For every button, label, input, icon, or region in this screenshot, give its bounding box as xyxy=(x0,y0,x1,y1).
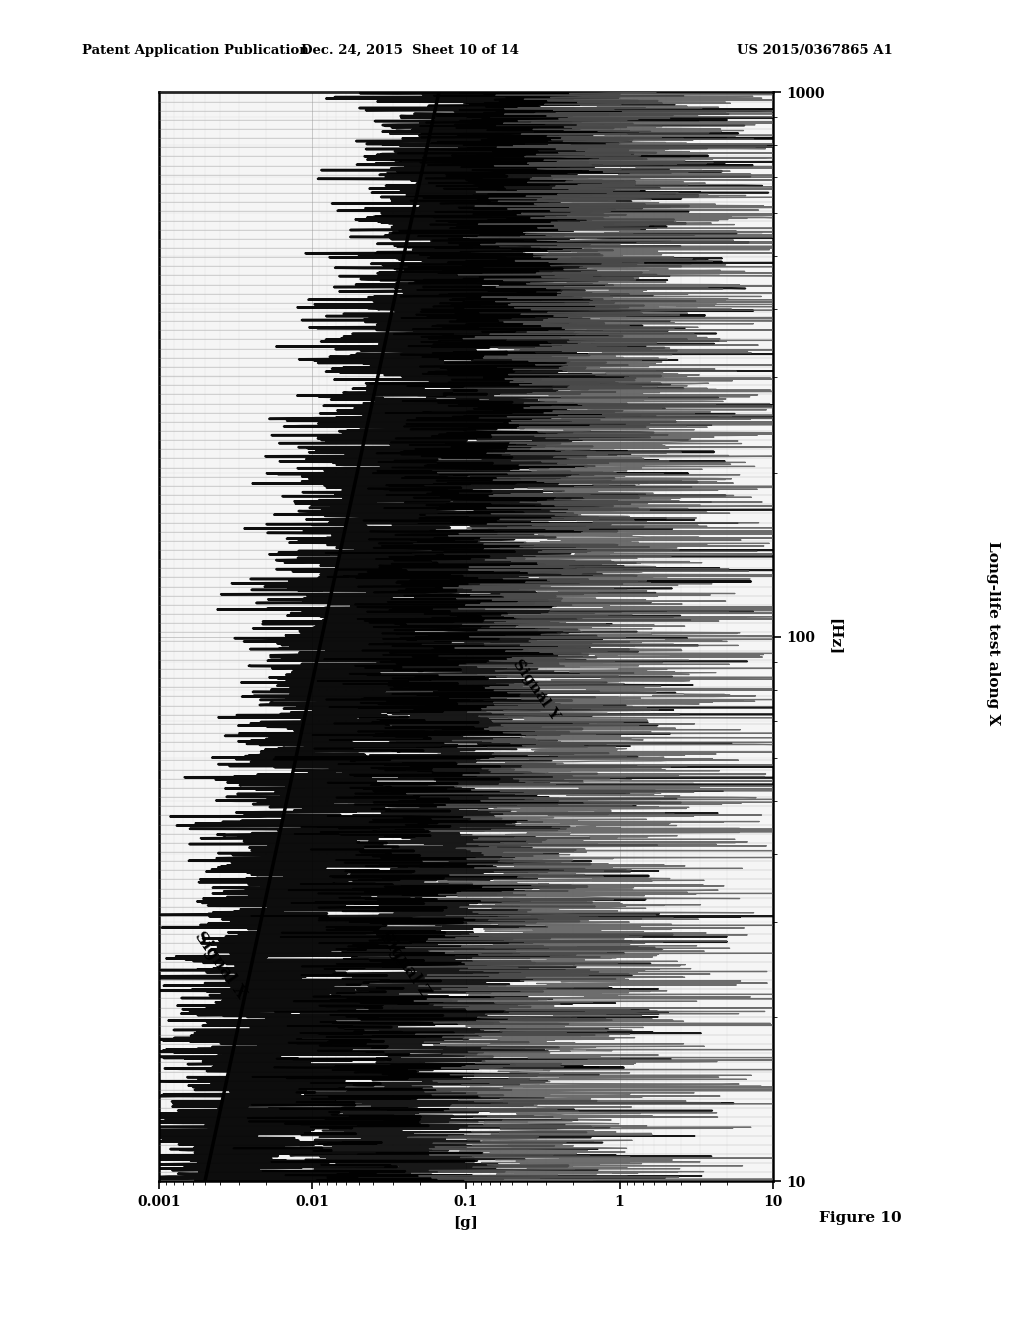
Text: Signal Z: Signal Z xyxy=(376,928,434,1001)
Text: Signal Y: Signal Y xyxy=(510,657,562,722)
Text: Dec. 24, 2015  Sheet 10 of 14: Dec. 24, 2015 Sheet 10 of 14 xyxy=(301,44,518,57)
Text: Figure 10: Figure 10 xyxy=(819,1210,902,1225)
Text: Long-life test along X: Long-life test along X xyxy=(986,541,1000,726)
X-axis label: [g]: [g] xyxy=(454,1216,478,1229)
Text: Signal X: Signal X xyxy=(190,928,249,1002)
Text: Patent Application Publication: Patent Application Publication xyxy=(82,44,308,57)
Y-axis label: [Hz]: [Hz] xyxy=(827,618,842,656)
Text: US 2015/0367865 A1: US 2015/0367865 A1 xyxy=(737,44,893,57)
